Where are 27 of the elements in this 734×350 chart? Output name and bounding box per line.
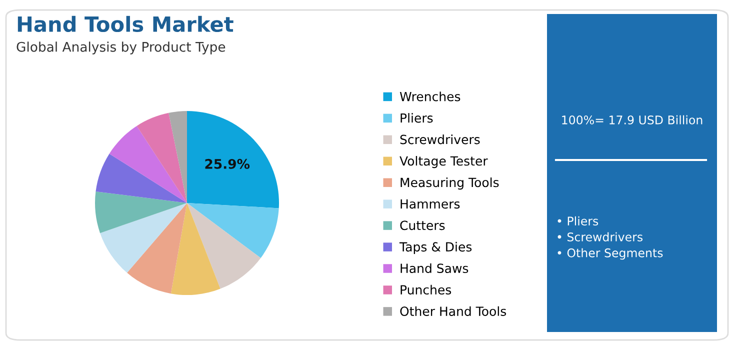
legend-label: Cutters [400, 220, 445, 230]
legend-label: Hand Saws [400, 263, 468, 274]
pie-slice [109, 126, 187, 203]
chart-subtitle: Global Analysis by Product Type [16, 42, 226, 54]
legend-label: Measuring Tools [400, 177, 499, 190]
pie-slice [170, 203, 220, 295]
pie-slice [96, 154, 187, 203]
legend-label: Other Hand Tools [400, 306, 506, 316]
pie-slice [187, 203, 279, 258]
legend-label: Wrenches [400, 92, 460, 102]
text: 100%= 17.9 USD Billion [562, 115, 702, 124]
pie-slice [100, 203, 187, 273]
pie-slice [95, 191, 187, 234]
legend-label: Voltage Tester [400, 156, 488, 168]
legend-label: Screwdrivers [400, 134, 480, 144]
pie-slice [127, 203, 187, 294]
legend-label: Taps & Dies [399, 242, 472, 254]
legend-label: Pliers [400, 113, 433, 123]
text: • Pliers • Screwdrivers • Other Segments [558, 216, 663, 260]
pie-slice [136, 112, 187, 203]
pie-slice [168, 111, 187, 203]
pie-slice [187, 111, 279, 208]
data-label: 25.9% [205, 158, 250, 169]
chart-title: Hand Tools Market [18, 16, 234, 32]
legend-label: Hammers [400, 199, 460, 209]
legend-label: Punches [400, 284, 452, 295]
pie-slice [187, 203, 261, 289]
